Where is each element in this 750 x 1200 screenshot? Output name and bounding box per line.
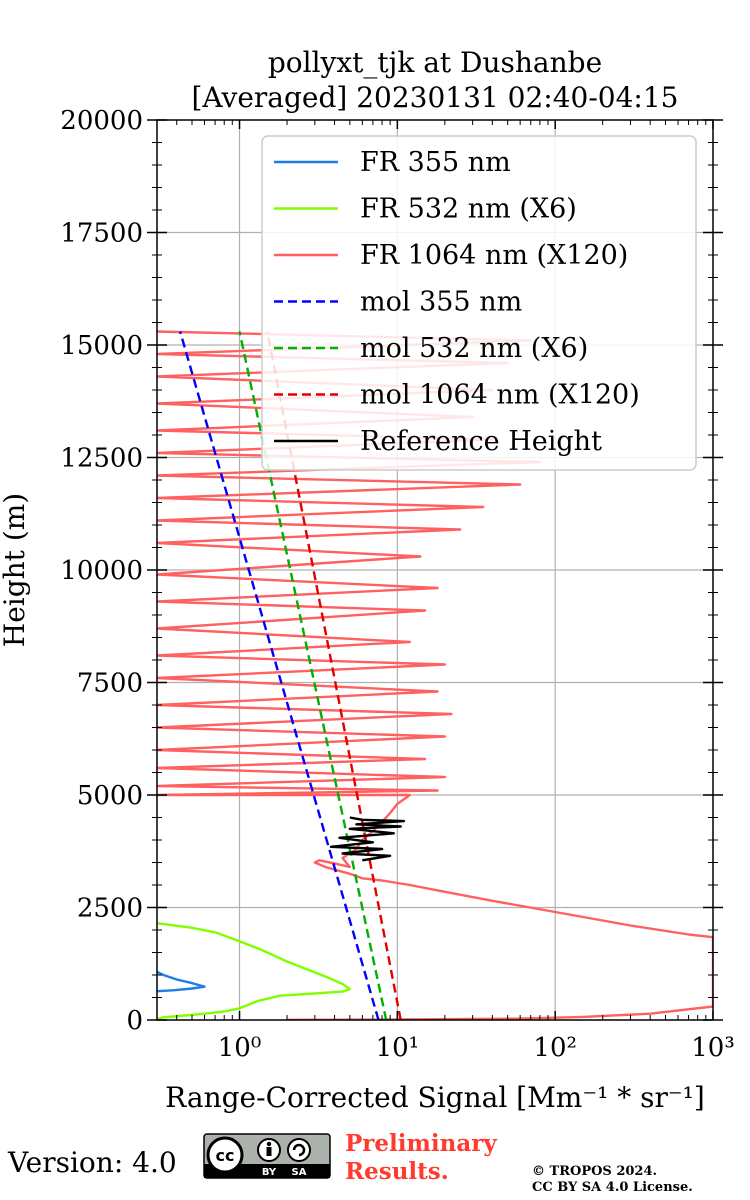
axis-ticks: [147, 119, 723, 1021]
legend-entry: mol 1064 nm (X120): [360, 380, 640, 411]
y-tick-label: 2500: [77, 894, 143, 924]
preliminary-notice: Preliminary Results.: [345, 1130, 497, 1186]
y-tick-label: 12500: [60, 444, 143, 474]
y-tick-label: 10000: [60, 556, 143, 586]
x-tick-label: 10¹: [376, 1033, 420, 1063]
cc-sa-text: SA: [292, 1167, 307, 1178]
series-fr-532-nm-x6-: [157, 922, 351, 1020]
copyright-notice: © TROPOS 2024. CC BY SA 4.0 License.: [532, 1164, 693, 1196]
series-fr-355-nm: [157, 970, 206, 993]
axis-tick-labels: 10⁰ 10¹ 10² 10³ 0 2500 5000 7500 10000 12500 15000…: [60, 106, 734, 1063]
y-axis-label: Height (m): [0, 493, 31, 647]
cc-text: cc: [216, 1146, 235, 1165]
x-tick-label: 10²: [533, 1033, 577, 1063]
chart-title-line1: pollyxt_tjk at Dushanbe: [268, 46, 602, 79]
legend-box: [261, 135, 697, 471]
series-reference-height: [329, 816, 406, 862]
preliminary-line1: Preliminary: [345, 1130, 497, 1157]
legend-entry: mol 355 nm: [360, 287, 522, 318]
series-mol-355-nm: [178, 331, 380, 1020]
legend-entry: Reference Height: [360, 426, 602, 457]
y-tick-label: 7500: [77, 669, 143, 699]
preliminary-line2: Results.: [345, 1158, 449, 1185]
y-tick-label: 5000: [77, 781, 143, 811]
series-mol-532-nm-x6-: [238, 331, 388, 1020]
x-tick-label: 10³: [691, 1033, 735, 1063]
legend-entry: FR 1064 nm (X120): [360, 240, 628, 271]
legend-entry: FR 532 nm (X6): [360, 194, 577, 225]
version-label: Version: 4.0: [8, 1146, 177, 1179]
chart-title-line2: [Averaged] 20230131 02:40-04:15: [192, 81, 679, 114]
y-tick-label: 17500: [60, 219, 143, 249]
legend-entry: FR 355 nm: [360, 147, 511, 178]
chart-title: pollyxt_tjk at Dushanbe [Averaged] 20230…: [192, 46, 679, 114]
cc-by-sa-icon: cc BY SA: [203, 1133, 331, 1179]
y-tick-label: 15000: [60, 331, 143, 361]
cc-by-text: BY: [262, 1167, 277, 1178]
copyright-line1: © TROPOS 2024.: [532, 1164, 658, 1179]
legend: FR 355 nm FR 532 nm (X6) FR 1064 nm (X120)…: [261, 135, 697, 471]
copyright-line2: CC BY SA 4.0 License.: [532, 1180, 693, 1195]
x-axis-label: Range-Corrected Signal [Mm⁻¹ * sr⁻¹]: [165, 1081, 705, 1114]
y-tick-label: 20000: [60, 106, 143, 136]
y-tick-label: 0: [126, 1006, 143, 1036]
series-mol-1064-nm-x120-: [266, 331, 402, 1020]
x-tick-label: 10⁰: [218, 1033, 262, 1063]
legend-entry: mol 532 nm (X6): [360, 333, 588, 364]
